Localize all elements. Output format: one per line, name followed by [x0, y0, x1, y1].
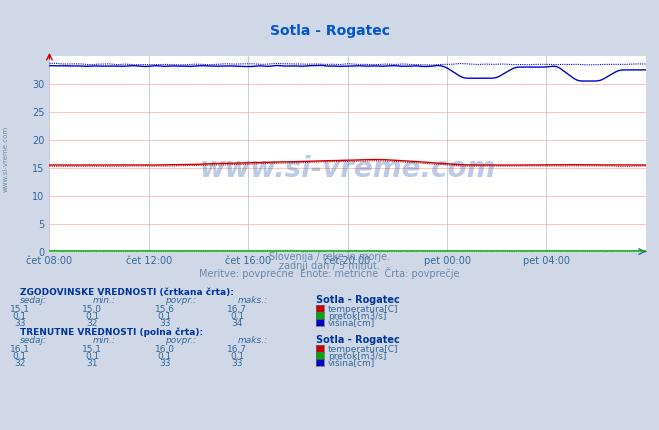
Text: Slovenija / reke in morje.: Slovenija / reke in morje. [269, 252, 390, 262]
Text: Meritve: povprečne  Enote: metrične  Črta: povprečje: Meritve: povprečne Enote: metrične Črta:… [199, 267, 460, 280]
Text: temperatura[C]: temperatura[C] [328, 305, 399, 314]
Text: pretok[m3/s]: pretok[m3/s] [328, 352, 387, 361]
Text: 32: 32 [14, 359, 26, 369]
Text: maks.:: maks.: [237, 336, 268, 345]
Text: 31: 31 [86, 359, 98, 369]
Text: 0,1: 0,1 [13, 312, 27, 321]
Text: 16,0: 16,0 [155, 345, 175, 354]
Text: 33: 33 [14, 319, 26, 329]
Text: 0,1: 0,1 [230, 312, 244, 321]
Text: 34: 34 [231, 319, 243, 329]
Text: povpr.:: povpr.: [165, 296, 196, 305]
Text: Sotla - Rogatec: Sotla - Rogatec [316, 295, 400, 305]
Text: sedaj:: sedaj: [20, 296, 47, 305]
Text: 33: 33 [159, 319, 171, 329]
Text: 32: 32 [86, 319, 98, 329]
Text: 33: 33 [231, 359, 243, 369]
Text: 0,1: 0,1 [13, 352, 27, 361]
Text: 0,1: 0,1 [230, 352, 244, 361]
Text: maks.:: maks.: [237, 296, 268, 305]
Text: www.si-vreme.com: www.si-vreme.com [2, 126, 9, 192]
Text: 0,1: 0,1 [85, 312, 100, 321]
Text: 33: 33 [159, 359, 171, 369]
Text: 16,7: 16,7 [227, 305, 247, 314]
Text: ZGODOVINSKE VREDNOSTI (črtkana črta):: ZGODOVINSKE VREDNOSTI (črtkana črta): [20, 288, 234, 297]
Text: 0,1: 0,1 [158, 352, 172, 361]
Text: temperatura[C]: temperatura[C] [328, 345, 399, 354]
Text: min.:: min.: [92, 296, 115, 305]
Text: višina[cm]: višina[cm] [328, 319, 376, 329]
Text: TRENUTNE VREDNOSTI (polna črta):: TRENUTNE VREDNOSTI (polna črta): [20, 327, 203, 337]
Text: 0,1: 0,1 [85, 352, 100, 361]
Text: Sotla - Rogatec: Sotla - Rogatec [316, 335, 400, 345]
Text: 0,1: 0,1 [158, 312, 172, 321]
Text: povpr.:: povpr.: [165, 336, 196, 345]
Text: višina[cm]: višina[cm] [328, 359, 376, 369]
Text: pretok[m3/s]: pretok[m3/s] [328, 312, 387, 321]
Text: www.si-vreme.com: www.si-vreme.com [200, 155, 496, 183]
Text: 15,0: 15,0 [82, 305, 102, 314]
Text: 15,1: 15,1 [82, 345, 102, 354]
Text: min.:: min.: [92, 336, 115, 345]
Text: sedaj:: sedaj: [20, 336, 47, 345]
Text: zadnji dan / 5 minut.: zadnji dan / 5 minut. [279, 261, 380, 271]
Text: 15,1: 15,1 [10, 305, 30, 314]
Text: Sotla - Rogatec: Sotla - Rogatec [270, 24, 389, 38]
Text: 16,1: 16,1 [10, 345, 30, 354]
Text: 15,6: 15,6 [155, 305, 175, 314]
Text: 16,7: 16,7 [227, 345, 247, 354]
